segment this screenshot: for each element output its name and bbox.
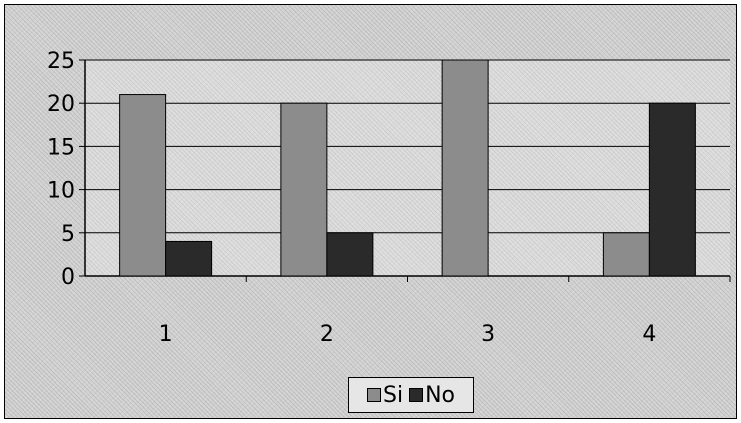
legend: Si No <box>348 377 474 413</box>
y-tick-label-5: 5 <box>61 222 75 247</box>
x-tick-label-2: 2 <box>320 322 334 347</box>
y-tick-label-25: 25 <box>47 49 75 74</box>
legend-swatch-no <box>409 388 424 402</box>
bar-si-4 <box>602 232 650 277</box>
legend-label-no: No <box>425 382 455 408</box>
x-tick-label-1: 1 <box>159 322 173 347</box>
y-tick-label-20: 20 <box>47 92 75 117</box>
bar-si-2 <box>280 102 328 277</box>
legend-swatch-si <box>367 388 381 402</box>
legend-item-si: Si <box>367 383 403 408</box>
y-tick-label-0: 0 <box>61 265 75 290</box>
bar-si-3 <box>441 59 489 277</box>
x-tick-label-4: 4 <box>642 322 656 347</box>
y-tick-label-10: 10 <box>47 179 75 204</box>
legend-label-si: Si <box>383 382 404 408</box>
bar-no-1 <box>165 240 213 277</box>
bar-si-1 <box>119 94 167 277</box>
y-tick-label-15: 15 <box>47 135 75 160</box>
bar-no-2 <box>326 232 374 277</box>
bar-no-4 <box>648 102 696 277</box>
x-tick-label-3: 3 <box>481 322 495 347</box>
bar-chart: 0 5 10 15 20 25 1 2 3 4 <box>47 49 731 347</box>
chart-area: 0 5 10 15 20 25 1 2 3 4 Si No <box>4 4 737 419</box>
legend-item-no: No <box>409 383 455 408</box>
